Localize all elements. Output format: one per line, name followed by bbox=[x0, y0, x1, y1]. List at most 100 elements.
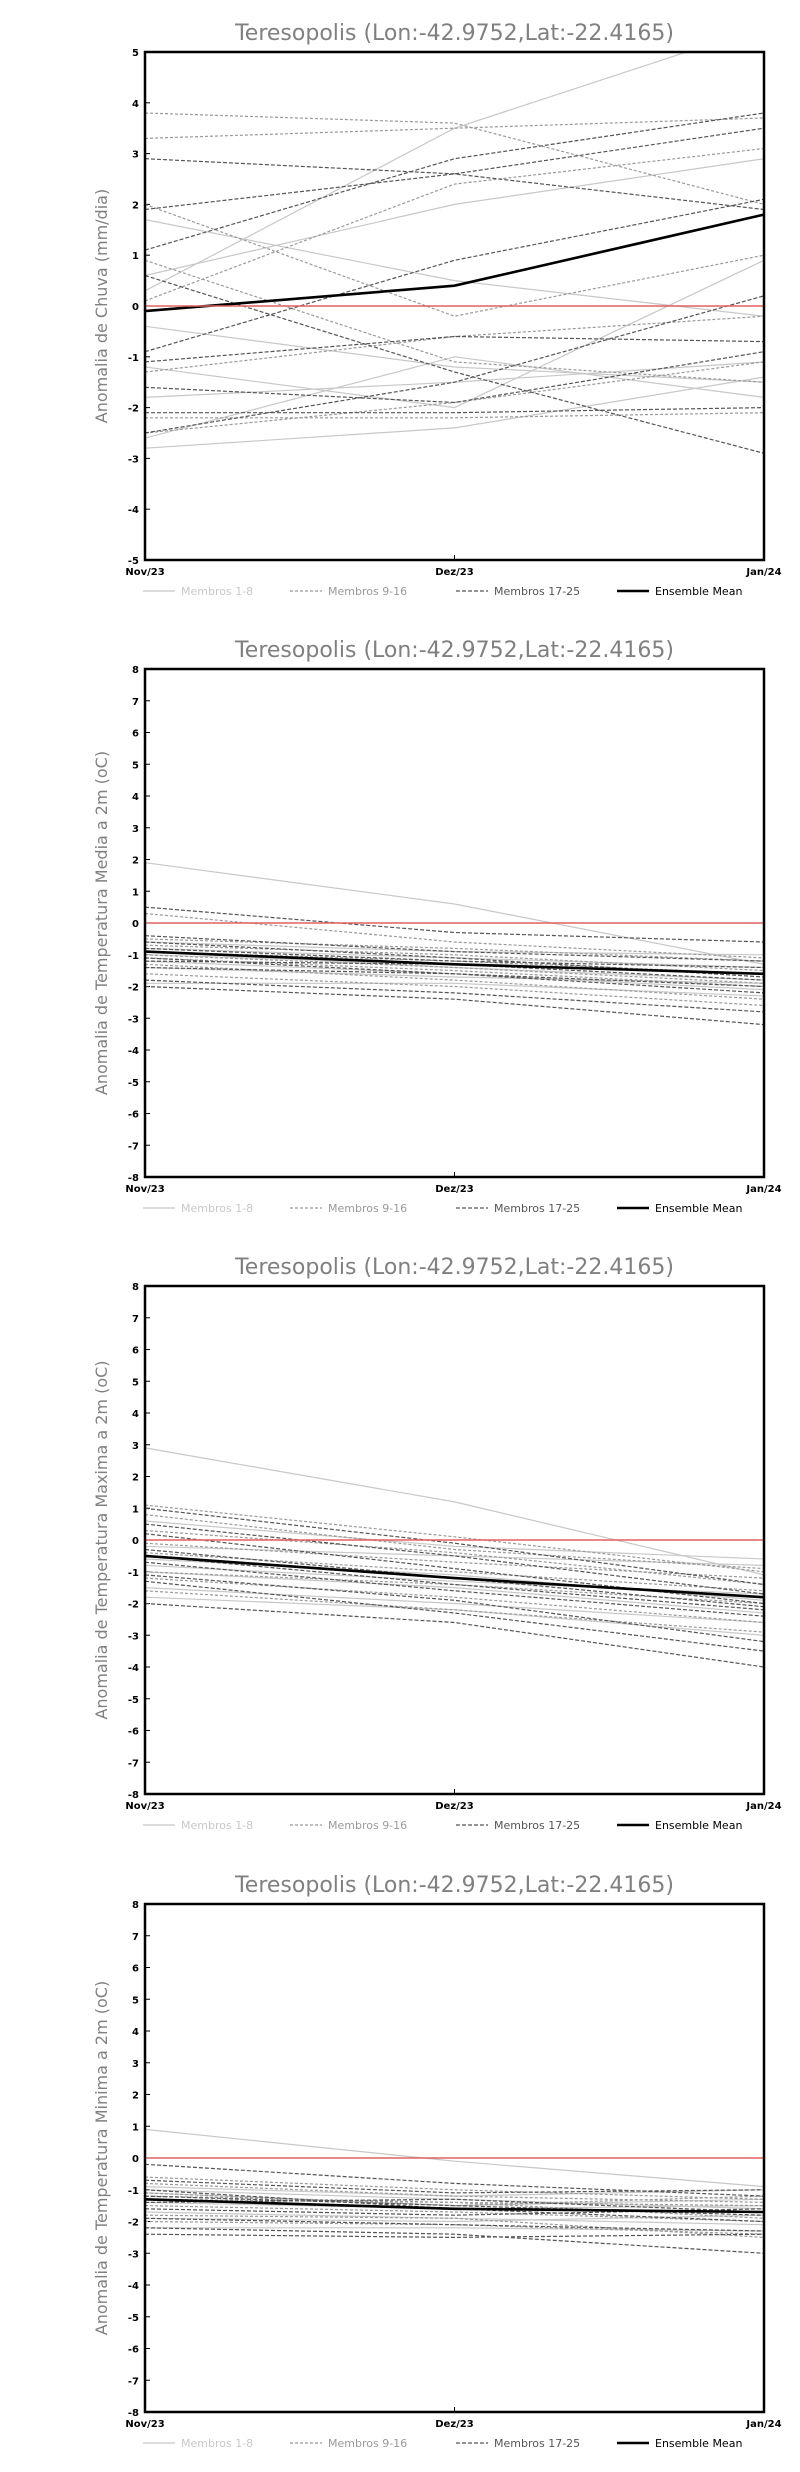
member-series-line bbox=[145, 2189, 764, 2223]
member-series-line bbox=[145, 957, 764, 988]
y-tick-label: -1 bbox=[128, 2186, 139, 2197]
legend-label: Ensemble Mean bbox=[655, 1819, 742, 1832]
chart-title: Teresopolis (Lon:-42.9752,Lat:-22.4165) bbox=[234, 1873, 674, 1898]
x-tick-label: Jan/24 bbox=[745, 1184, 781, 1195]
member-series-line bbox=[145, 158, 764, 277]
member-series-line bbox=[145, 52, 689, 292]
y-tick-label: 5 bbox=[132, 1995, 139, 2006]
y-tick-label: 8 bbox=[132, 1900, 139, 1911]
y-tick-label: -2 bbox=[128, 404, 139, 415]
ensemble-mean-line bbox=[145, 213, 764, 313]
chart-title: Teresopolis (Lon:-42.9752,Lat:-22.4165) bbox=[234, 21, 674, 46]
member-series-line bbox=[145, 1523, 764, 1595]
y-tick-label: -4 bbox=[128, 2281, 139, 2292]
member-series-line bbox=[145, 906, 764, 943]
member-series-line bbox=[145, 259, 764, 409]
legend-label: Membros 17-25 bbox=[494, 585, 580, 598]
y-tick-label: 7 bbox=[132, 1314, 139, 1325]
y-tick-label: 3 bbox=[132, 1441, 139, 1452]
member-series-line bbox=[145, 1552, 764, 1592]
y-tick-label: -8 bbox=[128, 1790, 139, 1801]
member-series-line bbox=[145, 158, 764, 211]
member-series-line bbox=[145, 203, 764, 317]
chart-title: Teresopolis (Lon:-42.9752,Lat:-22.4165) bbox=[234, 638, 674, 663]
member-series-line bbox=[145, 912, 764, 959]
member-series-line bbox=[145, 1533, 764, 1605]
legend-label: Membros 1-8 bbox=[181, 1819, 253, 1832]
member-series-line bbox=[145, 1574, 764, 1643]
member-series-line bbox=[145, 947, 764, 969]
member-series-line bbox=[145, 979, 764, 1013]
member-series-line bbox=[145, 2186, 764, 2197]
y-axis-label: Anomalia de Temperatura Media a 2m (oC) bbox=[92, 751, 111, 1095]
member-series-line bbox=[145, 1577, 764, 1624]
y-tick-label: 6 bbox=[132, 729, 139, 740]
member-series-line bbox=[145, 219, 764, 317]
y-tick-label: 2 bbox=[132, 1473, 139, 1484]
y-tick-label: -8 bbox=[128, 2408, 139, 2419]
member-series-line bbox=[145, 376, 764, 449]
x-tick-label: Dez/23 bbox=[435, 1801, 474, 1812]
y-tick-label: 1 bbox=[132, 2122, 139, 2133]
y-tick-label: 0 bbox=[132, 919, 139, 930]
member-series-line bbox=[145, 1548, 764, 1608]
ensemble-mean-line bbox=[145, 2198, 764, 2214]
member-series-line bbox=[145, 295, 764, 434]
member-series-line bbox=[145, 112, 764, 251]
y-tick-label: -2 bbox=[128, 983, 139, 994]
plot-frame bbox=[143, 667, 766, 1179]
member-series-line bbox=[145, 1507, 764, 1586]
member-series-line bbox=[145, 2211, 764, 2226]
member-series-line bbox=[145, 2233, 764, 2238]
y-tick-label: -3 bbox=[128, 1631, 139, 1642]
legend-label: Membros 17-25 bbox=[494, 1819, 580, 1832]
chart-panel-3: Teresopolis (Lon:-42.9752,Lat:-22.4165) A… bbox=[92, 1255, 782, 1832]
chart-panel-1: Teresopolis (Lon:-42.9752,Lat:-22.4165) A… bbox=[92, 21, 782, 598]
member-series-line bbox=[145, 2179, 764, 2194]
member-series-line bbox=[145, 335, 764, 363]
member-series-line bbox=[145, 2205, 764, 2223]
y-tick-label: 4 bbox=[132, 2027, 139, 2038]
member-series-line bbox=[145, 1602, 764, 1668]
member-series-line bbox=[145, 1571, 764, 1614]
y-tick-label: 1 bbox=[132, 251, 139, 262]
member-series-line bbox=[145, 1529, 764, 1586]
member-series-line bbox=[145, 1564, 764, 1595]
member-series-line bbox=[145, 2227, 764, 2232]
y-tick-label: -7 bbox=[128, 1141, 139, 1152]
y-tick-label: -3 bbox=[128, 1014, 139, 1025]
legend-label: Membros 1-8 bbox=[181, 585, 253, 598]
legend-label: Membros 1-8 bbox=[181, 2437, 253, 2450]
y-tick-label: 6 bbox=[132, 1346, 139, 1357]
y-tick-label: 7 bbox=[132, 697, 139, 708]
y-tick-label: 7 bbox=[132, 1932, 139, 1943]
y-axis-label: Anomalia de Temperatura Minima a 2m (oC) bbox=[92, 1981, 111, 2335]
member-series-line bbox=[145, 274, 764, 454]
member-series-line bbox=[145, 356, 764, 439]
member-series-line bbox=[145, 1587, 764, 1624]
y-tick-label: 2 bbox=[132, 200, 139, 211]
member-series-line bbox=[145, 1590, 764, 1633]
member-series-line bbox=[145, 2128, 764, 2188]
legend-label: Membros 9-16 bbox=[328, 585, 407, 598]
y-tick-label: 0 bbox=[132, 302, 139, 313]
member-series-line bbox=[145, 412, 764, 419]
member-series-line bbox=[145, 935, 764, 962]
y-tick-label: 2 bbox=[132, 2091, 139, 2102]
x-tick-label: Jan/24 bbox=[745, 1801, 781, 1812]
y-tick-label: -1 bbox=[128, 1568, 139, 1579]
member-series-line bbox=[145, 1447, 764, 1576]
x-tick-label: Jan/24 bbox=[745, 567, 781, 578]
chart-panel-2: Teresopolis (Lon:-42.9752,Lat:-22.4165) A… bbox=[92, 638, 782, 1215]
member-series-line bbox=[145, 407, 764, 414]
x-tick-label: Dez/23 bbox=[435, 567, 474, 578]
y-tick-label: -6 bbox=[128, 2345, 139, 2356]
member-series-line bbox=[145, 862, 764, 965]
legend-label: Ensemble Mean bbox=[655, 2437, 742, 2450]
y-tick-label: 1 bbox=[132, 887, 139, 898]
y-tick-label: 3 bbox=[132, 2059, 139, 2070]
plot-frame bbox=[143, 50, 766, 562]
legend-label: Membros 9-16 bbox=[328, 1819, 407, 1832]
y-tick-label: 4 bbox=[132, 99, 139, 110]
member-series-line bbox=[145, 1504, 764, 1573]
